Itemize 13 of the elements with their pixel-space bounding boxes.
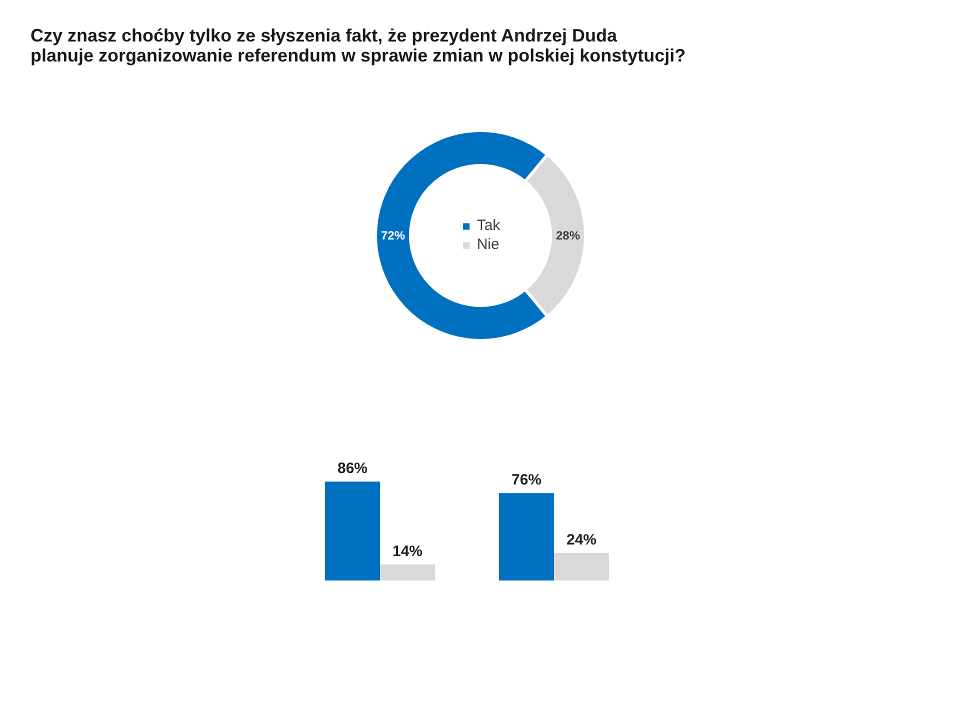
chart-title: Czy znasz choćby tylko ze słyszenia fakt, że prezydent Andrzej Duda planuje zorganizowanie referendum w sprawie zmian w polskiej konstytucji? — [30, 26, 686, 66]
bar — [499, 493, 554, 581]
data-label: 14% — [392, 542, 423, 560]
bar — [554, 552, 609, 581]
data-label: 28% — [556, 228, 580, 242]
legend-label: Nie — [476, 236, 500, 253]
bar — [325, 482, 380, 581]
data-label: 72% — [380, 228, 406, 242]
legend-label: Tak — [476, 217, 500, 234]
data-label: 86% — [337, 460, 368, 477]
data-label: 76% — [511, 471, 542, 488]
data-label: 24% — [566, 531, 597, 548]
bar — [380, 564, 435, 581]
